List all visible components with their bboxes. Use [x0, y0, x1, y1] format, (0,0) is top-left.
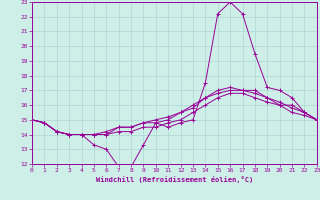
X-axis label: Windchill (Refroidissement éolien,°C): Windchill (Refroidissement éolien,°C) — [96, 176, 253, 183]
